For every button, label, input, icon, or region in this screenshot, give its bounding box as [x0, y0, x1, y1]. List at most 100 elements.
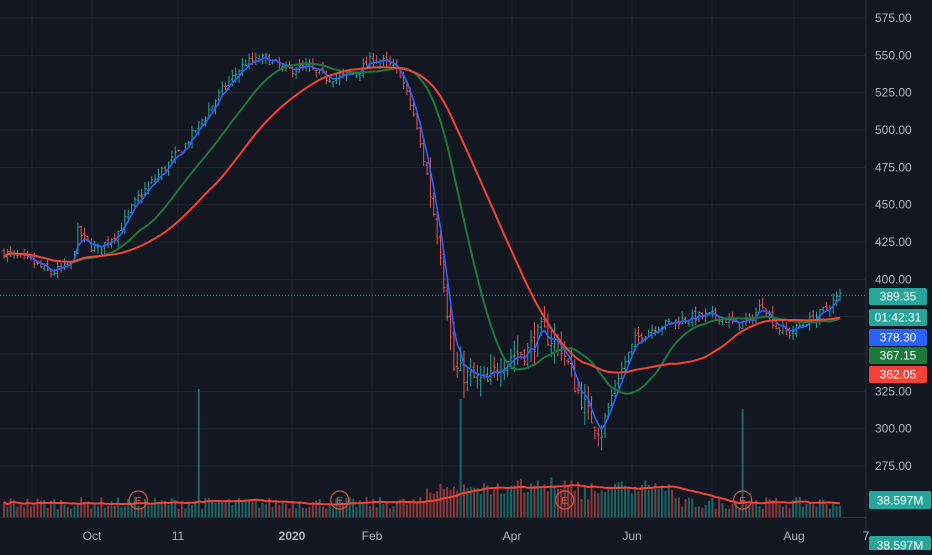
volume-bar [9, 498, 12, 517]
volume-bar [624, 485, 627, 517]
price-tick-label: 275.00 [875, 459, 912, 473]
volume-bar [687, 497, 690, 517]
volume-bar [103, 507, 106, 517]
volume-bar [781, 506, 784, 517]
ohlc-bar [314, 69, 318, 78]
volume-bar [140, 508, 143, 517]
volume-bar [714, 508, 717, 517]
ohlc-bar [532, 322, 536, 365]
volume-bar [355, 506, 358, 517]
ohlc-bar [190, 125, 194, 149]
price-label-bg [869, 288, 927, 305]
ohlc-bar [435, 211, 439, 245]
volume-bar [332, 508, 335, 517]
volume-bar [835, 506, 838, 517]
earnings-marker[interactable]: E [733, 490, 753, 510]
ohlc-bar [331, 81, 335, 88]
volume-bar [718, 498, 721, 517]
time-axis[interactable]: Oct 11 2020 Feb Apr Jun Aug 7 [0, 517, 870, 544]
volume-bar [677, 497, 680, 517]
ohlc-bar [667, 318, 671, 324]
volume-bar [127, 498, 130, 517]
volume-bar [681, 506, 684, 517]
volume-bar [194, 500, 197, 517]
volume-bar [16, 506, 19, 517]
volume-bar [76, 503, 79, 517]
ohlc-bar [492, 356, 496, 378]
ohlc-bar [576, 381, 580, 394]
time-tick-label: 11 [172, 529, 185, 543]
volume-bar [144, 499, 147, 517]
volume-bar [402, 498, 405, 517]
volume-bar [708, 500, 711, 517]
volume-bar [285, 503, 288, 517]
volume-bar [261, 502, 264, 517]
volume-bar [812, 504, 815, 517]
volume-bar [321, 506, 324, 517]
ohlc-bar [546, 313, 550, 347]
volume-bar [711, 497, 714, 517]
price-label-bg [869, 309, 927, 326]
ohlc-bar [36, 261, 40, 266]
ohlc-bar [304, 57, 308, 72]
volume-bar [654, 483, 657, 517]
ohlc-bar [445, 283, 449, 321]
price-tick-label: 475.00 [875, 160, 912, 174]
volume-bar [399, 500, 402, 517]
price-tick-label: 550.00 [875, 48, 912, 62]
time-tick-label: Oct [83, 529, 102, 543]
volume-bar [671, 489, 674, 517]
volume-bar [832, 501, 835, 517]
time-tick-label: 7 [863, 529, 870, 543]
ohlc-bar [150, 176, 154, 185]
volume-bar [97, 506, 100, 517]
volume-bar [291, 501, 294, 517]
volume-bar [580, 498, 583, 517]
volume-bar [731, 503, 734, 517]
volume-bar [150, 504, 153, 517]
ohlc-bar [482, 365, 486, 380]
ohlc-bar [626, 351, 630, 364]
earnings-marker[interactable]: E [128, 490, 148, 510]
volume-bar [661, 485, 664, 517]
ohlc-bar [254, 52, 258, 66]
ohlc-bar [93, 240, 97, 253]
volume-bar [459, 399, 462, 517]
price-axis[interactable]: 575.00 550.00 525.00 500.00 475.00 450.00 425.… [865, 0, 912, 550]
earnings-marker[interactable]: E [555, 490, 575, 510]
ohlc-bar [553, 323, 557, 364]
volume-label-text: 38.597M [877, 539, 924, 551]
ma-green-line [3, 62, 841, 395]
ohlc-bar [224, 82, 228, 91]
price-label-text: 367.15 [880, 349, 917, 363]
volume-bar [362, 502, 365, 517]
volume-bar [133, 497, 136, 517]
volume-bar [73, 506, 76, 517]
volume-bar [573, 490, 576, 517]
ohlc-bar [422, 139, 426, 167]
earnings-marker[interactable]: E [330, 490, 350, 510]
volume-bar [620, 481, 623, 517]
ohlc-bar [365, 56, 369, 66]
volume-bar [308, 506, 311, 517]
volume-bar [164, 500, 167, 517]
volume-label-tag: 38.597M [869, 491, 931, 509]
volume-bar [808, 502, 811, 517]
volume-bar [466, 488, 469, 517]
ohlc-bar [103, 241, 107, 255]
volume-bar [201, 508, 204, 517]
volume-bar [822, 499, 825, 517]
earnings-circle [555, 490, 575, 510]
volume-bar [473, 487, 476, 517]
volume-bar [187, 503, 190, 517]
volume-bar [640, 484, 643, 517]
ohlc-bar [512, 340, 516, 372]
volume-bar [147, 503, 150, 517]
volume-bar [486, 485, 489, 517]
ohlc-bar [46, 260, 50, 272]
ohlc-bar [177, 149, 181, 152]
ohlc-bar [623, 356, 627, 374]
volume-bar [436, 491, 439, 517]
